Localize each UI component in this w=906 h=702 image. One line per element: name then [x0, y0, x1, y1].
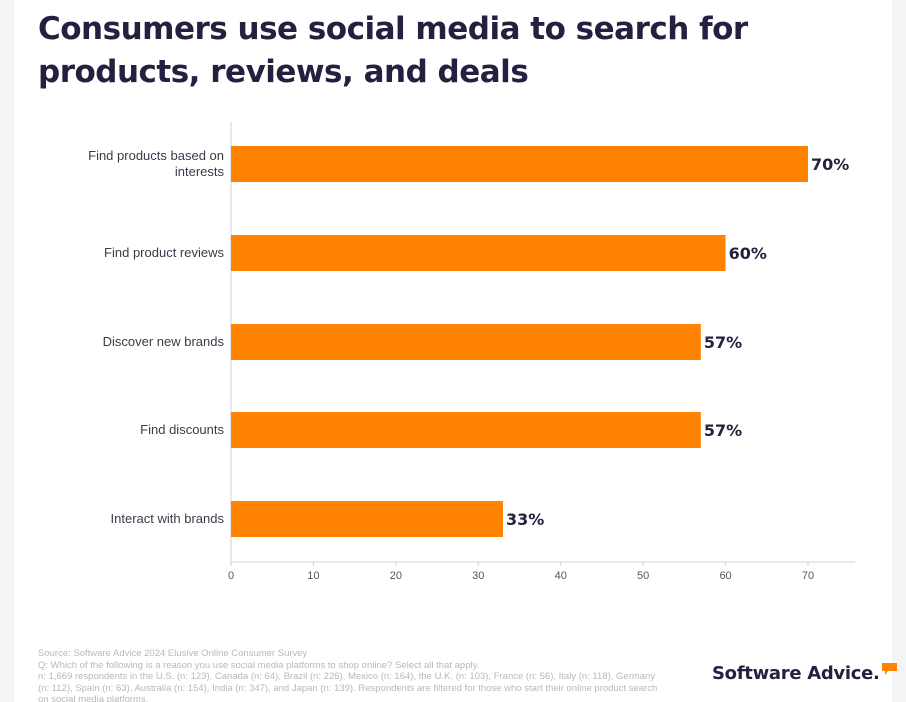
category-label: Interact with brands	[111, 511, 225, 526]
category-label-line: Find products based on	[88, 148, 224, 163]
x-tick-label: 0	[228, 570, 234, 582]
chart-footer: Source: Software Advice 2024 Elusive Onl…	[38, 648, 658, 702]
category-label-line: Find product reviews	[104, 245, 224, 260]
category-label: Discover new brands	[103, 334, 225, 349]
category-label: Find products based on interests	[88, 148, 224, 179]
value-label: 60%	[729, 244, 767, 263]
source-note: Source: Software Advice 2024 Elusive Onl…	[38, 648, 308, 659]
category-label-line: Find discounts	[140, 422, 224, 437]
category-label-line: interests	[175, 164, 225, 179]
x-tick-label: 50	[637, 570, 649, 582]
speech-bubble-icon	[881, 663, 897, 675]
bar	[231, 412, 701, 448]
value-label: 70%	[811, 155, 849, 174]
category-label-line: Interact with brands	[111, 511, 225, 526]
logo-text: Software Advice.	[712, 663, 880, 684]
sample-note: n: 1,669 respondents in the U.S. (n: 123…	[38, 671, 658, 702]
bar	[231, 324, 701, 360]
plot-area: 0 10 20 30 40 50 60 70 Find products based on int…	[88, 122, 856, 582]
bar	[231, 501, 504, 537]
bar	[231, 146, 808, 182]
x-tick-label: 10	[307, 570, 319, 582]
x-tick-label: 70	[802, 570, 814, 582]
category-label-line: Discover new brands	[103, 334, 225, 349]
x-tick-label: 30	[472, 570, 484, 582]
category-label: Find product reviews	[104, 245, 224, 260]
x-tick-label: 60	[719, 570, 731, 582]
value-label: 57%	[704, 333, 742, 352]
x-tick-label: 40	[555, 570, 567, 582]
value-label: 57%	[704, 421, 742, 440]
bar	[231, 235, 726, 271]
value-label: 33%	[506, 510, 544, 529]
software-advice-logo: Software Advice.	[712, 662, 897, 688]
chart-title: Consumers use social media to search for…	[38, 11, 748, 90]
x-tick-label: 20	[390, 570, 402, 582]
bar-chart: 0 10 20 30 40 50 60 70 Find products based on int…	[88, 122, 856, 582]
question-note: Q: Which of the following is a reason yo…	[38, 659, 480, 671]
category-label: Find discounts	[140, 422, 224, 437]
